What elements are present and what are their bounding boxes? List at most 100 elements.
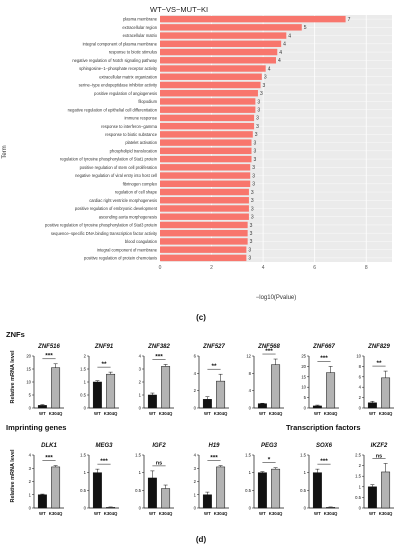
bar <box>160 24 302 31</box>
x-tick-label: WT <box>149 511 156 516</box>
category-label: regulation of cell shape <box>115 190 158 195</box>
y-tick-label: 10 <box>301 385 306 390</box>
bar <box>160 221 248 229</box>
data-label: 3 <box>252 173 255 179</box>
category-label: extracellular matrix organization <box>99 74 158 79</box>
y-tick-label: 4 <box>249 388 252 393</box>
significance-label: ns <box>156 461 162 467</box>
data-label: 7 <box>348 17 351 23</box>
gene-title: ZNF516 <box>37 344 60 350</box>
bar-wt <box>257 403 267 409</box>
bar <box>160 48 278 56</box>
x-tick-label: WT <box>369 511 376 516</box>
gene-title: ZNF382 <box>147 344 170 350</box>
y-tick-label: 5 <box>29 393 32 398</box>
significance-label: *** <box>100 458 108 465</box>
bar <box>160 229 248 237</box>
category-label: response to biotic stimulus <box>109 50 157 55</box>
bar-k304q <box>216 380 226 409</box>
bar-k304q <box>106 507 116 509</box>
gene-title: PEG3 <box>261 443 278 449</box>
bar <box>160 147 252 155</box>
y-tick-label: 2 <box>29 479 32 484</box>
data-label: 3 <box>250 239 253 245</box>
x-tick-label: WT <box>259 511 266 516</box>
y-tick-label: 15 <box>301 374 306 379</box>
y-tick-label: 0 <box>29 406 32 411</box>
bar <box>160 106 256 113</box>
y-tick-label: 0.5 <box>300 488 306 493</box>
bar <box>160 155 252 163</box>
category-label: immune response <box>124 116 157 121</box>
bar-k304q <box>271 468 281 509</box>
y-tick-label: 10 <box>26 380 31 385</box>
y-tick-label: 0 <box>304 506 307 511</box>
subchart-znf829: ZNF829 0 2 4 6 8 10 WT K304Q ** <box>356 344 394 416</box>
category-label: negative regulation of viral entry into … <box>75 173 157 178</box>
y-tick-label: 4 <box>359 385 362 390</box>
gene-title: IKZF2 <box>371 443 388 449</box>
x-tick-label: K304Q <box>269 411 283 416</box>
y-axis-label-row1: Relative mRNA level <box>10 350 16 403</box>
data-label: 4 <box>283 42 286 48</box>
data-label: 3 <box>264 75 267 81</box>
significance-label: *** <box>320 355 328 362</box>
category-label: phospholipid translocation <box>110 148 158 153</box>
bar <box>160 254 247 262</box>
y-tick-label: 3 <box>139 367 142 372</box>
data-label: 3 <box>255 132 258 138</box>
bar <box>160 122 255 130</box>
chart-title: WT−VS−MUT−KI <box>150 5 208 14</box>
bar <box>160 188 249 196</box>
x-tick-label: 8 <box>365 265 368 271</box>
category-label: positive regulation of protein chemotaxi… <box>84 255 157 260</box>
x-tick-label: K304Q <box>379 411 393 416</box>
data-label: 3 <box>251 190 254 196</box>
significance-label: ** <box>211 363 217 370</box>
bar-wt <box>147 394 157 409</box>
bar-k304q <box>271 364 281 409</box>
bar <box>160 114 255 122</box>
data-label: 3 <box>256 124 259 130</box>
x-tick-label: WT <box>39 411 46 416</box>
bar-k304q <box>381 377 391 409</box>
y-tick-label: 0 <box>139 506 142 511</box>
bar-k304q <box>326 372 336 409</box>
data-label: 3 <box>254 149 257 155</box>
gene-title: SOX6 <box>316 443 333 449</box>
data-label: 3 <box>254 157 257 163</box>
subchart-znf667: ZNF667 0 5 10 15 20 25 WT K304Q *** <box>301 344 339 416</box>
y-tick-label: 1 <box>139 393 142 398</box>
x-tick-label: WT <box>369 411 376 416</box>
subchart-znf382: ZNF382 0 1 2 3 4 WT K304Q *** <box>139 344 174 416</box>
subchart-sox6: SOX6 0 0.5 1 1.5 WT K304Q *** <box>300 443 339 516</box>
bar-wt <box>37 494 47 509</box>
category-label: filopodium <box>138 99 157 104</box>
x-tick-label: WT <box>94 511 101 516</box>
x-tick-label: K304Q <box>159 511 173 516</box>
y-tick-label: 1 <box>139 470 142 475</box>
y-tick-label: 2 <box>194 388 197 393</box>
data-label: 4 <box>279 50 282 56</box>
subchart-znf568: ZNF568 0 4 8 12 WT K304Q *** <box>246 344 284 416</box>
significance-label: *** <box>45 353 53 360</box>
y-tick-label: 1 <box>359 484 362 489</box>
bar-wt <box>92 381 102 409</box>
subchart-meg3: MEG3 0 0.5 1 1.5 WT K304Q *** <box>80 443 119 516</box>
category-label: serine−type endopeptidase inhibitor acti… <box>79 83 158 88</box>
y-tick-label: 1 <box>84 380 87 385</box>
subchart-igf2: IGF2 0 0.5 1 1.5 WT K304Q ns <box>135 443 174 516</box>
bar <box>160 205 249 212</box>
x-tick-label: WT <box>39 511 46 516</box>
gene-title: IGF2 <box>152 443 166 449</box>
bar <box>160 139 252 146</box>
y-tick-label: 1.5 <box>245 453 251 458</box>
bar-k304q <box>51 466 61 509</box>
bar-k304q <box>381 471 391 509</box>
y-axis-label: Term <box>2 145 8 158</box>
y-tick-label: 0 <box>249 506 252 511</box>
y-tick-label: 1.5 <box>355 474 361 479</box>
go-enrichment-chart: WT−VS−MUT−KI Term −log10(Pvalue) (c) 0 2 4… <box>2 5 392 322</box>
y-tick-label: 0.5 <box>80 393 86 398</box>
y-tick-label: 3 <box>194 466 197 471</box>
